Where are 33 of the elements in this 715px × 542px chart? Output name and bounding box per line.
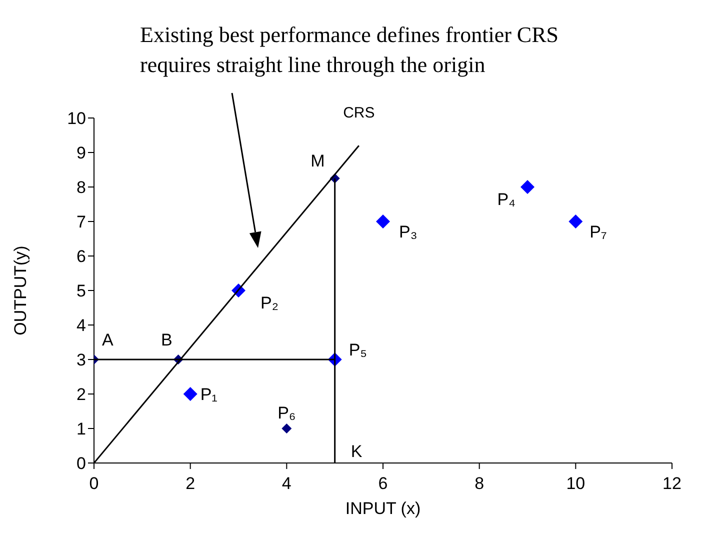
annotation: M [310,151,325,170]
annotation: P₁ [200,385,218,404]
x-tick-label: 10 [566,474,586,494]
y-tick-label: 6 [76,247,86,266]
annotation: P₄ [497,190,516,209]
x-tick-label: 8 [474,474,484,494]
annotation: P₅ [348,340,368,360]
y-tick-label: 10 [67,109,86,128]
y-tick-label: 3 [76,350,86,370]
x-axis-title: INPUT (x) [345,499,421,518]
annotation: A [102,330,114,350]
annotation: P₃ [399,222,418,242]
y-tick-label: 1 [76,420,86,439]
x-tick-label: 0 [89,474,99,494]
y-tick-label: 9 [76,144,86,163]
y-tick-label: 2 [76,385,86,404]
x-tick-label: 6 [378,474,388,494]
annotation: CRS [343,104,375,122]
y-tick-label: 8 [76,178,86,198]
y-tick-label: 7 [76,212,86,232]
x-tick-label: 2 [186,474,196,494]
y-tick-label: 0 [76,454,86,474]
y-tick-label: 4 [76,316,86,336]
annotation: K [350,442,363,461]
annotation: P₇ [590,222,608,242]
annotation: P₂ [260,294,278,312]
x-tick-label: 12 [662,474,682,494]
text: Existing best performance defines frontier CRS requires straight line through the origin [140,22,559,77]
x-tick-label: 4 [282,474,292,494]
annotation: P₆ [278,404,296,422]
y-axis-title: OUTPUT(y) [11,246,30,336]
annotation: B [160,330,172,350]
y-tick-label: 5 [76,282,86,301]
